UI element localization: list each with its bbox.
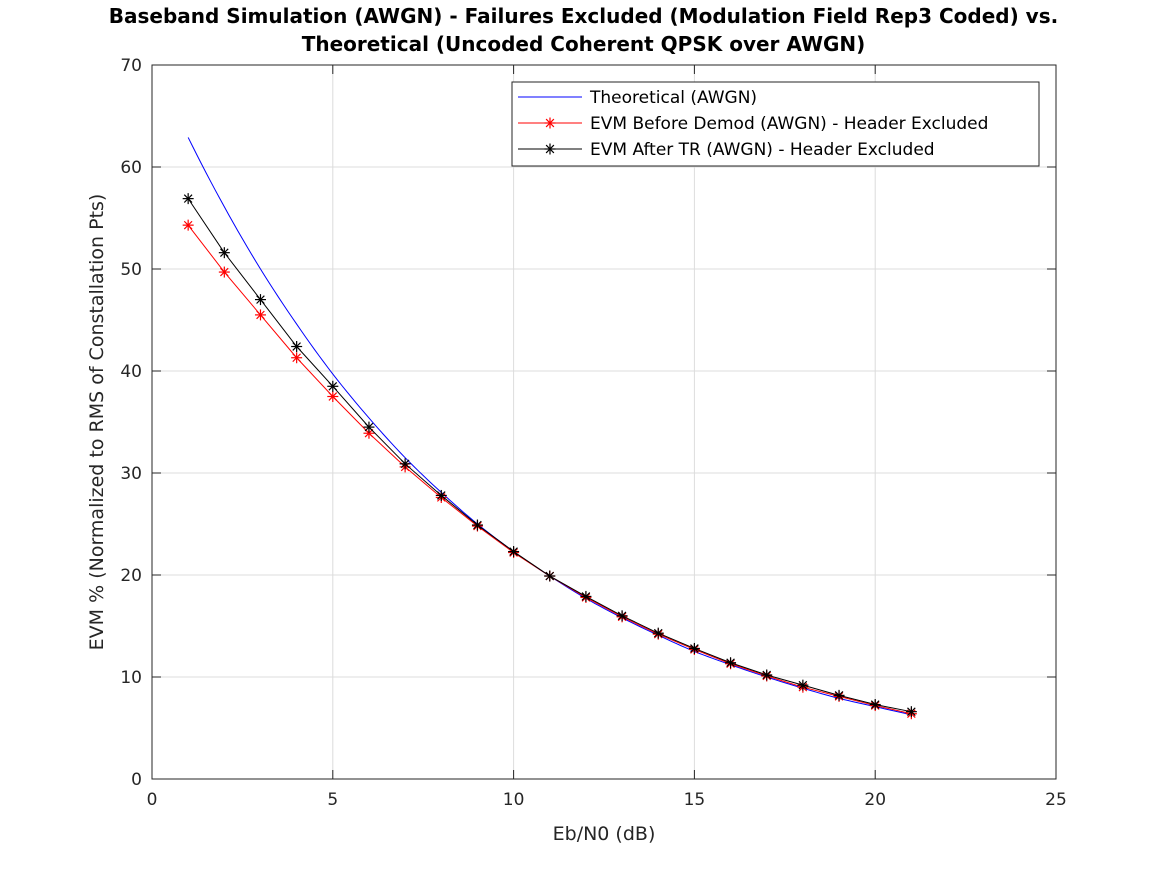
series-1 (187, 137, 912, 716)
y-tick-label: 20 (120, 566, 142, 586)
data-point-marker (182, 219, 194, 231)
legend-box (511, 81, 1040, 167)
plot-area-frame (151, 64, 1057, 780)
y-axis-label: EVM % (Normalized to RMS of Constallatio… (86, 194, 108, 651)
data-point-marker (797, 679, 809, 691)
data-point-marker (327, 391, 339, 402)
y-tick-label: 70 (120, 56, 142, 76)
series-3 (182, 193, 917, 718)
legend-swatch-marker (544, 143, 556, 155)
legend: Theoretical (AWGN) EVM Before Demod (AWGN… (511, 81, 1040, 167)
data-point-marker (291, 352, 303, 364)
x-tick-label: 20 (864, 790, 886, 810)
data-point-marker (616, 610, 628, 622)
series-layer (182, 137, 917, 720)
y-tick-label: 60 (120, 158, 142, 178)
data-point-marker (291, 341, 303, 353)
legend-entry-3: EVM After TR (AWGN) - Header Excluded (518, 140, 935, 160)
data-point-marker (435, 489, 447, 501)
y-tick-label: 40 (120, 362, 142, 382)
chart-title-line-1: Baseband Simulation (AWGN) - Failures Ex… (108, 4, 1059, 28)
axis-ticks: 0 5 10 15 20 25 0 10 20 30 40 50 60 70 (120, 56, 1066, 810)
series-line (187, 137, 912, 716)
data-point-marker (580, 590, 592, 602)
x-axis-label: Eb/N0 (dB) (553, 823, 656, 845)
x-tick-label: 10 (503, 790, 525, 810)
data-point-marker (652, 627, 664, 639)
data-point-marker (833, 689, 845, 701)
data-point-marker (869, 699, 881, 711)
x-tick-label: 0 (147, 790, 158, 810)
legend-label: EVM Before Demod (AWGN) - Header Exclude… (590, 114, 988, 134)
y-tick-label: 50 (120, 260, 142, 280)
chart-title-line-2: Theoretical (Uncoded Coherent QPSK over … (301, 32, 866, 56)
data-point-marker (471, 519, 483, 531)
series-line (187, 224, 912, 715)
x-tick-label: 15 (684, 790, 706, 810)
grid-lines (152, 65, 1056, 779)
data-point-marker (508, 546, 520, 558)
data-point-marker (725, 657, 737, 669)
data-point-marker (761, 669, 773, 681)
y-tick-label: 10 (120, 668, 142, 688)
series-2 (182, 219, 917, 720)
y-tick-label: 30 (120, 464, 142, 484)
legend-label: Theoretical (AWGN) (589, 88, 757, 108)
legend-label: EVM After TR (AWGN) - Header Excluded (590, 140, 935, 160)
x-tick-label: 25 (1045, 790, 1067, 810)
data-point-marker (905, 706, 917, 718)
data-point-marker (399, 458, 411, 470)
y-tick-label: 0 (131, 770, 142, 790)
series-line (187, 198, 912, 713)
legend-swatch-marker (544, 117, 556, 129)
x-tick-label: 5 (327, 790, 338, 810)
data-point-marker (182, 193, 194, 205)
data-point-marker (327, 380, 339, 392)
legend-entry-2: EVM Before Demod (AWGN) - Header Exclude… (518, 114, 988, 134)
data-point-marker (363, 421, 375, 433)
data-point-marker (218, 266, 230, 278)
data-point-marker (254, 294, 266, 306)
legend-entry-1: Theoretical (AWGN) (518, 88, 757, 108)
data-point-marker (218, 247, 230, 259)
data-point-marker (544, 570, 556, 582)
data-point-marker (688, 642, 700, 654)
data-point-marker (254, 309, 266, 321)
